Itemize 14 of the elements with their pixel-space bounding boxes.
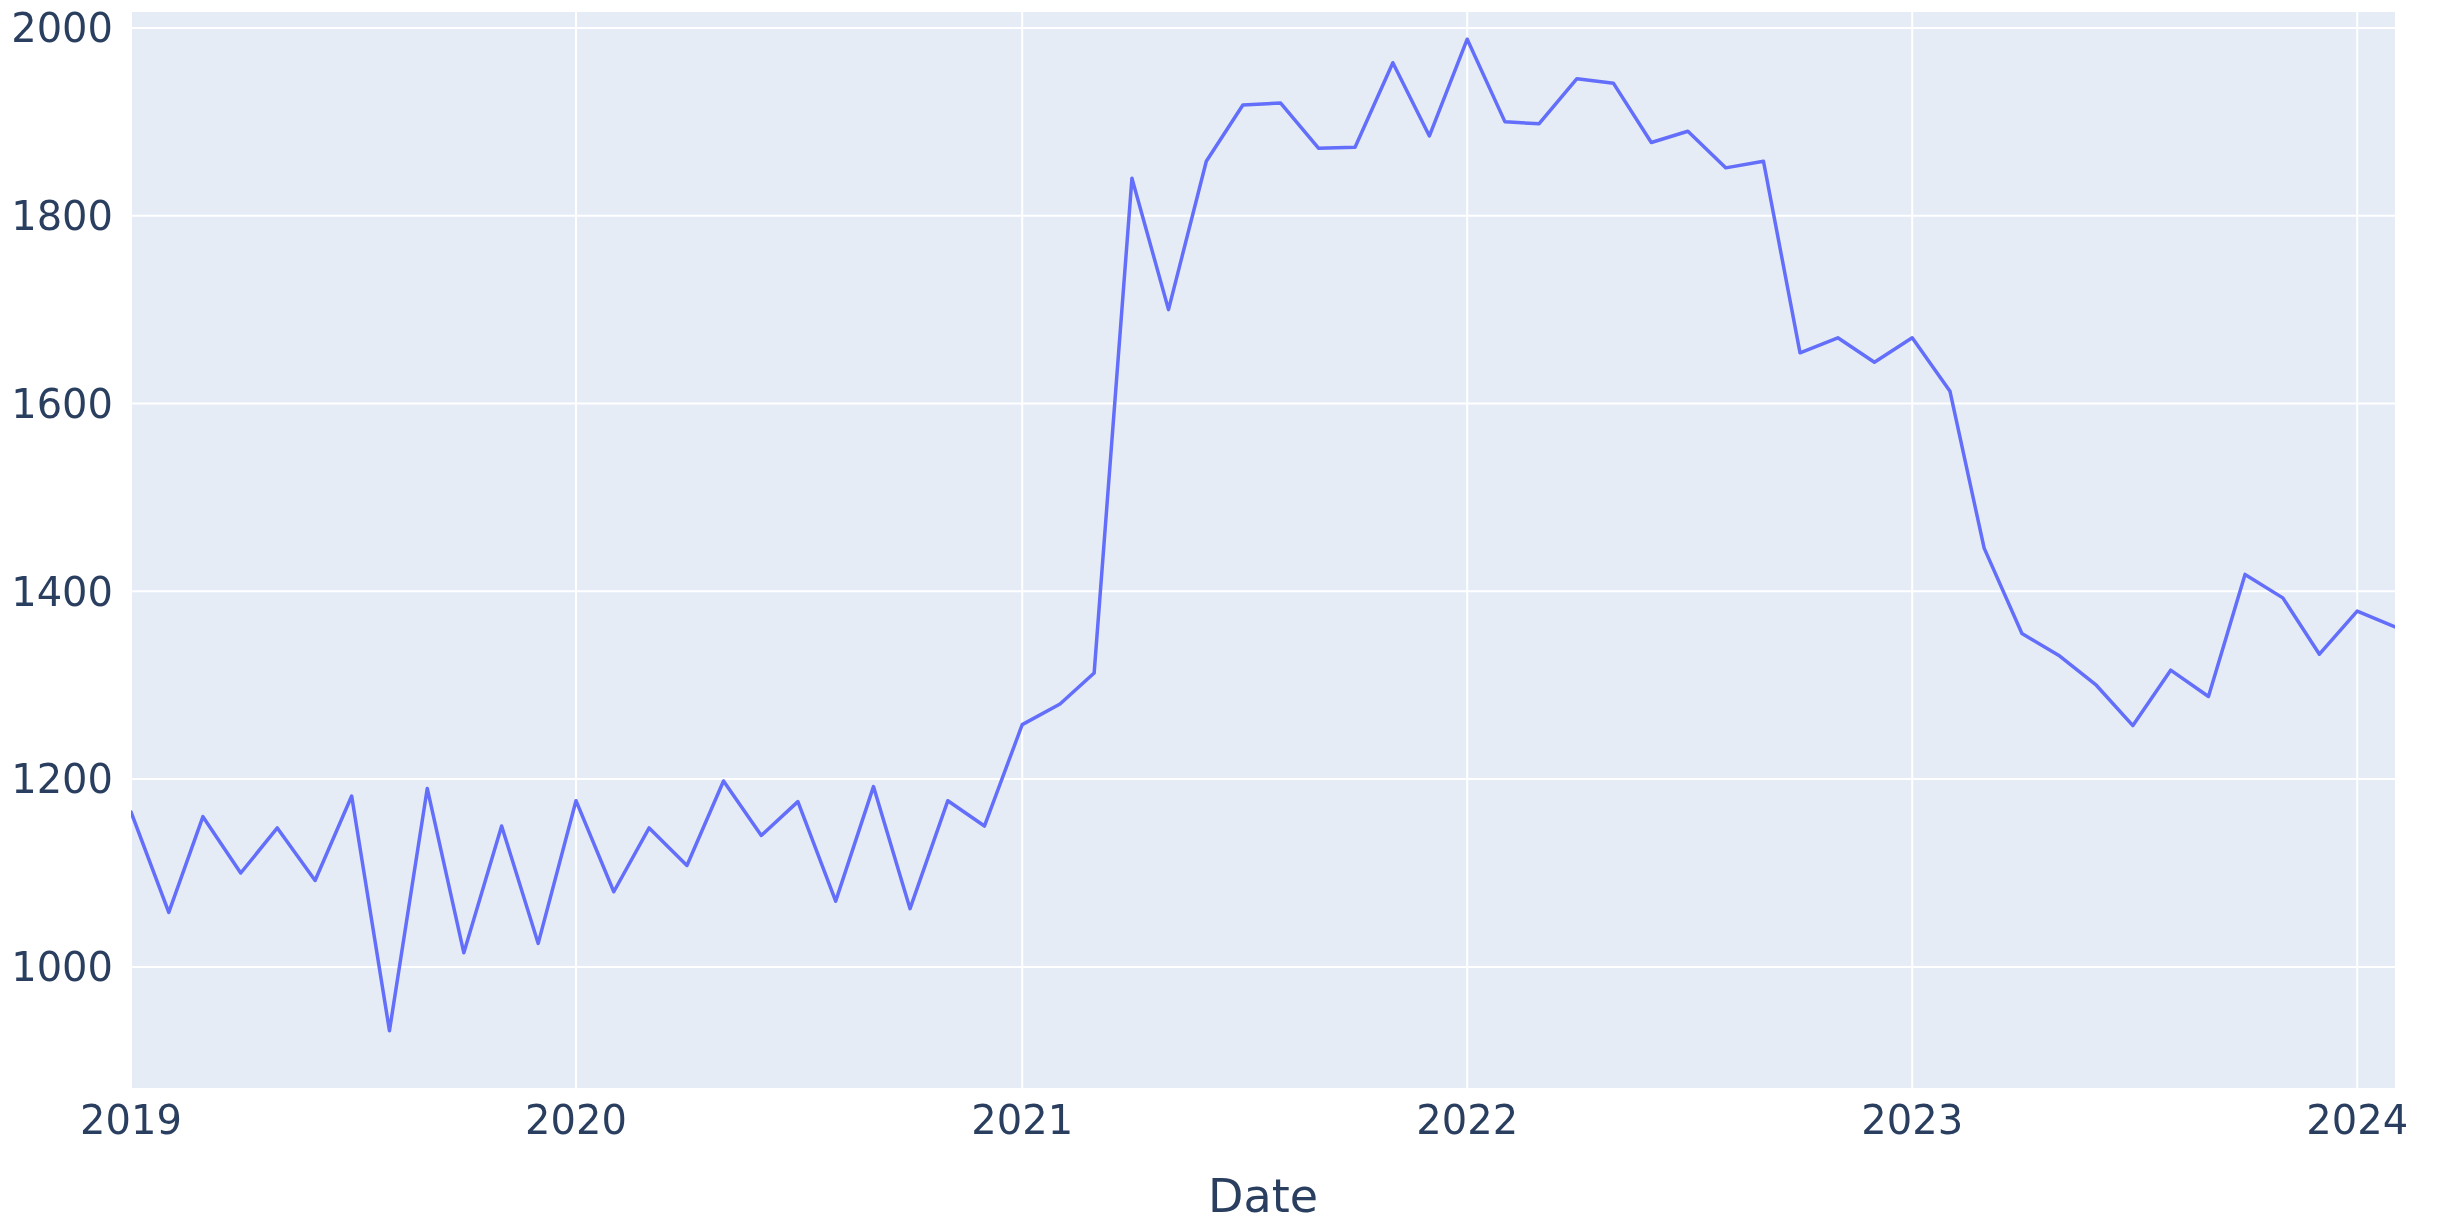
- x-tick-label: 2022: [1416, 1097, 1519, 1143]
- x-tick-label: 2019: [80, 1097, 182, 1143]
- y-tick-label: 1400: [11, 568, 113, 615]
- y-tick-label: 1000: [11, 944, 113, 991]
- x-tick-label: 2024: [2306, 1097, 2409, 1143]
- y-tick-label: 1200: [11, 756, 113, 803]
- line-series: [131, 37, 2395, 1033]
- y-tick-label: 1600: [11, 380, 113, 427]
- x-tick-label: 2021: [971, 1097, 1074, 1143]
- x-tick-label: 2020: [525, 1097, 627, 1143]
- y-tick-label: 1800: [11, 193, 113, 240]
- x-tick-label: 2023: [1861, 1097, 1964, 1143]
- x-axis-title: Date: [1208, 1169, 1318, 1223]
- y-tick-label: 2000: [11, 5, 113, 52]
